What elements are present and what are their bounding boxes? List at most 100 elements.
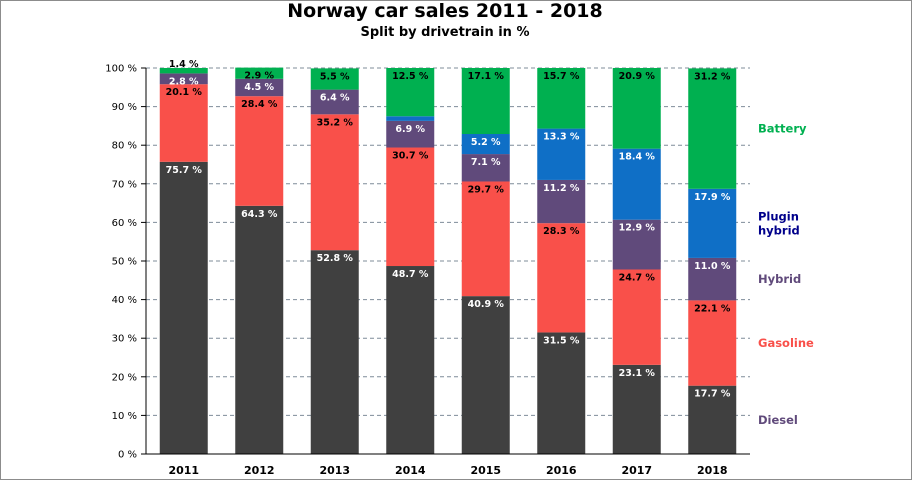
bar-segment: [612, 269, 661, 365]
legend-label: Plugin: [758, 209, 799, 223]
y-tick-label: 80 %: [112, 141, 137, 152]
bar-segment: [310, 68, 359, 90]
bar-segment: [159, 68, 208, 74]
chart-title: Norway car sales 2011 - 2018: [287, 0, 603, 22]
data-label: 22.1 %: [694, 303, 731, 314]
chart-subtitle: Split by drivetrain in %: [360, 25, 530, 40]
x-tick-label: 2018: [697, 464, 728, 477]
data-label: 52.8 %: [317, 253, 354, 264]
data-label: 20.1 %: [166, 87, 203, 98]
bar-segment: [612, 364, 661, 454]
data-label: 12.5 %: [392, 71, 429, 82]
data-label: 40.9 %: [468, 299, 505, 310]
bar-segment: [159, 84, 208, 162]
data-label: 5.2 %: [471, 137, 501, 148]
y-tick-label: 70 %: [112, 179, 137, 190]
bar-segment: [310, 89, 359, 115]
bar-segment: [235, 205, 284, 454]
bar-segment: [310, 250, 359, 454]
data-label: 1.4 %: [169, 59, 199, 70]
data-label: 35.2 %: [317, 117, 354, 128]
y-tick-label: 20 %: [112, 372, 137, 383]
data-label: 17.1 %: [468, 71, 505, 82]
bar-segment: [688, 188, 737, 258]
data-label: 75.7 %: [166, 165, 203, 176]
bar-segment: [386, 120, 435, 148]
x-tick-label: 2014: [395, 464, 426, 477]
bar-segment: [310, 114, 359, 251]
x-tick-label: 2012: [244, 464, 275, 477]
bar-segment: [159, 73, 208, 85]
bar-segment: [461, 296, 510, 454]
bar-segment: [235, 96, 284, 206]
y-tick-label: 60 %: [112, 218, 137, 229]
bar-segment: [235, 67, 284, 79]
bar-segment: [537, 68, 586, 129]
bar-segment: [537, 179, 586, 224]
legend-label: Diesel: [758, 413, 798, 427]
bar-segment: [612, 68, 661, 149]
data-label: 6.9 %: [395, 124, 425, 135]
data-label: 13.3 %: [543, 132, 580, 143]
legend-label: Gasoline: [758, 336, 814, 350]
legend-label: Hybrid: [758, 272, 801, 286]
data-label: 15.7 %: [543, 71, 580, 82]
bar-segment: [688, 300, 737, 386]
y-tick-label: 90 %: [112, 102, 137, 113]
legend-label: hybrid: [758, 223, 800, 237]
data-label: 28.3 %: [543, 226, 580, 237]
x-tick-label: 2011: [168, 464, 199, 477]
x-tick-label: 2015: [470, 464, 501, 477]
bar-segment: [235, 78, 284, 97]
data-label: 48.7 %: [392, 269, 429, 280]
legend-label: Battery: [758, 122, 807, 136]
y-tick-label: 40 %: [112, 295, 137, 306]
bar-segment: [386, 68, 435, 117]
data-label: 4.5 %: [244, 82, 274, 93]
bar-segment: [688, 385, 737, 454]
data-label: 6.4 %: [320, 93, 350, 104]
bar-segment: [461, 154, 510, 182]
data-label: 31.5 %: [543, 335, 580, 346]
bar-segment: [386, 147, 435, 267]
y-tick-label: 100 %: [105, 64, 137, 75]
bar-segment: [537, 223, 586, 333]
x-tick-label: 2013: [319, 464, 350, 477]
data-label: 23.1 %: [619, 368, 656, 379]
x-tick-label: 2017: [621, 464, 652, 477]
data-label: 2.8 %: [169, 76, 199, 87]
bar-segment: [688, 257, 737, 301]
bar-segment: [612, 219, 661, 270]
bar-segment: [537, 332, 586, 454]
bar-segment: [461, 68, 510, 135]
data-label: 29.7 %: [468, 184, 505, 195]
y-tick-label: 0 %: [118, 450, 137, 461]
y-tick-label: 10 %: [112, 411, 137, 422]
data-label: 17.9 %: [694, 192, 731, 203]
data-label: 11.0 %: [694, 261, 731, 272]
data-label: 64.3 %: [241, 209, 278, 220]
bar-segment: [159, 161, 208, 454]
bar-segment: [461, 134, 510, 155]
y-tick-label: 30 %: [112, 334, 137, 345]
data-label: 11.2 %: [543, 183, 580, 194]
bar-segment: [537, 128, 586, 180]
data-label: 5.5 %: [320, 71, 350, 82]
data-label: 30.7 %: [392, 151, 429, 162]
bar-segment: [386, 266, 435, 454]
x-tick-label: 2016: [546, 464, 577, 477]
data-label: 7.1 %: [471, 157, 501, 168]
data-label: 28.4 %: [241, 99, 278, 110]
data-label: 24.7 %: [619, 272, 656, 283]
bar-segment: [386, 116, 435, 121]
bar-segment: [612, 148, 661, 220]
data-label: 2.9 %: [244, 71, 274, 82]
data-label: 20.9 %: [619, 71, 656, 82]
y-tick-label: 50 %: [112, 257, 137, 268]
data-label: 18.4 %: [619, 152, 656, 163]
data-label: 17.7 %: [694, 389, 731, 400]
data-label: 12.9 %: [619, 223, 656, 234]
data-label: 31.2 %: [694, 71, 731, 82]
